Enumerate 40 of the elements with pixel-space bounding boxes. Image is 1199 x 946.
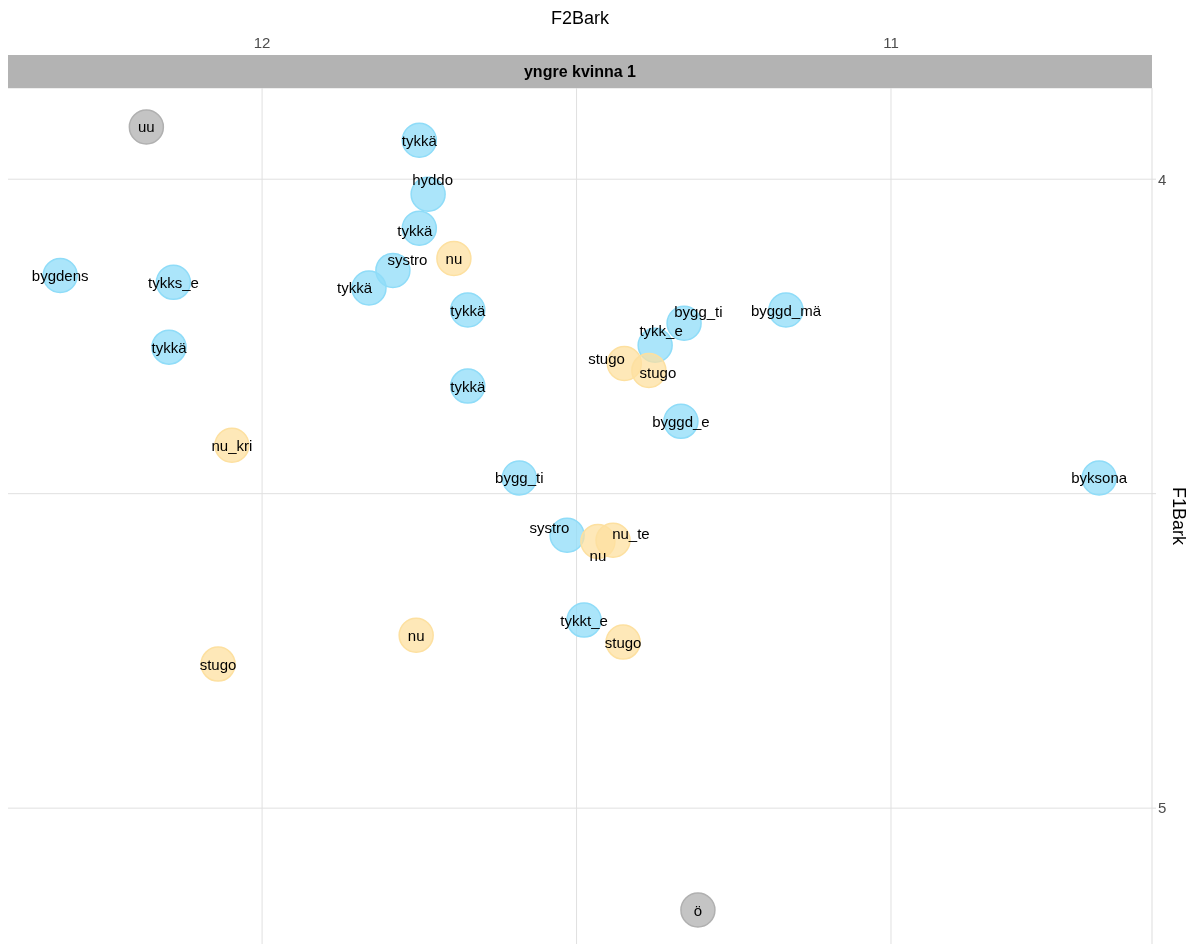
y-tick-label: 4 bbox=[1158, 170, 1167, 188]
data-label: bygg_ti bbox=[674, 303, 723, 321]
data-label: stugo bbox=[199, 655, 237, 673]
point bbox=[398, 617, 434, 653]
data-label: tykks_e bbox=[147, 273, 199, 291]
data-label: nu_te bbox=[612, 524, 650, 542]
data-label: systro bbox=[387, 250, 428, 268]
data-label: stugo bbox=[639, 363, 677, 381]
y-axis-title: F1Bark bbox=[1168, 486, 1189, 547]
data-label: bygdens bbox=[31, 266, 89, 284]
data-label: nu bbox=[589, 546, 607, 564]
point bbox=[128, 109, 165, 145]
data-label: byksona bbox=[1071, 469, 1128, 487]
data-label: nu_kri bbox=[211, 436, 253, 454]
data-label: tykkä bbox=[337, 278, 373, 296]
data-label: tykkä bbox=[450, 301, 486, 319]
data-label: byggd_mä bbox=[750, 301, 822, 319]
data-label: systro bbox=[529, 518, 570, 536]
x-axis-title: F2Bark bbox=[550, 8, 610, 29]
data-label: tykkt_e bbox=[560, 611, 608, 629]
data-label: ö bbox=[693, 901, 703, 919]
point bbox=[436, 240, 472, 277]
data-label: stugo bbox=[604, 633, 642, 651]
data-label: tykkä bbox=[401, 131, 438, 149]
data-label: stugo bbox=[588, 350, 625, 368]
data-label: tykkä bbox=[450, 377, 486, 395]
point bbox=[680, 892, 716, 928]
x-tick-label: 12 bbox=[253, 34, 271, 51]
x-tick-label: 11 bbox=[883, 34, 899, 51]
data-label: tykkä bbox=[151, 338, 188, 356]
data-label: uu bbox=[138, 118, 155, 136]
data-label: nu bbox=[407, 626, 425, 644]
data-label: byggd_e bbox=[652, 412, 710, 430]
chart-title: yngre kvinna 1 bbox=[8, 55, 1152, 88]
y-tick-label: 5 bbox=[1158, 799, 1167, 817]
data-label: hyddo bbox=[412, 171, 454, 189]
data-label: tykkä bbox=[397, 222, 433, 240]
data-label: bygg_ti bbox=[495, 469, 544, 487]
data-label: tykk_e bbox=[639, 322, 683, 340]
data-label: nu bbox=[445, 249, 463, 267]
